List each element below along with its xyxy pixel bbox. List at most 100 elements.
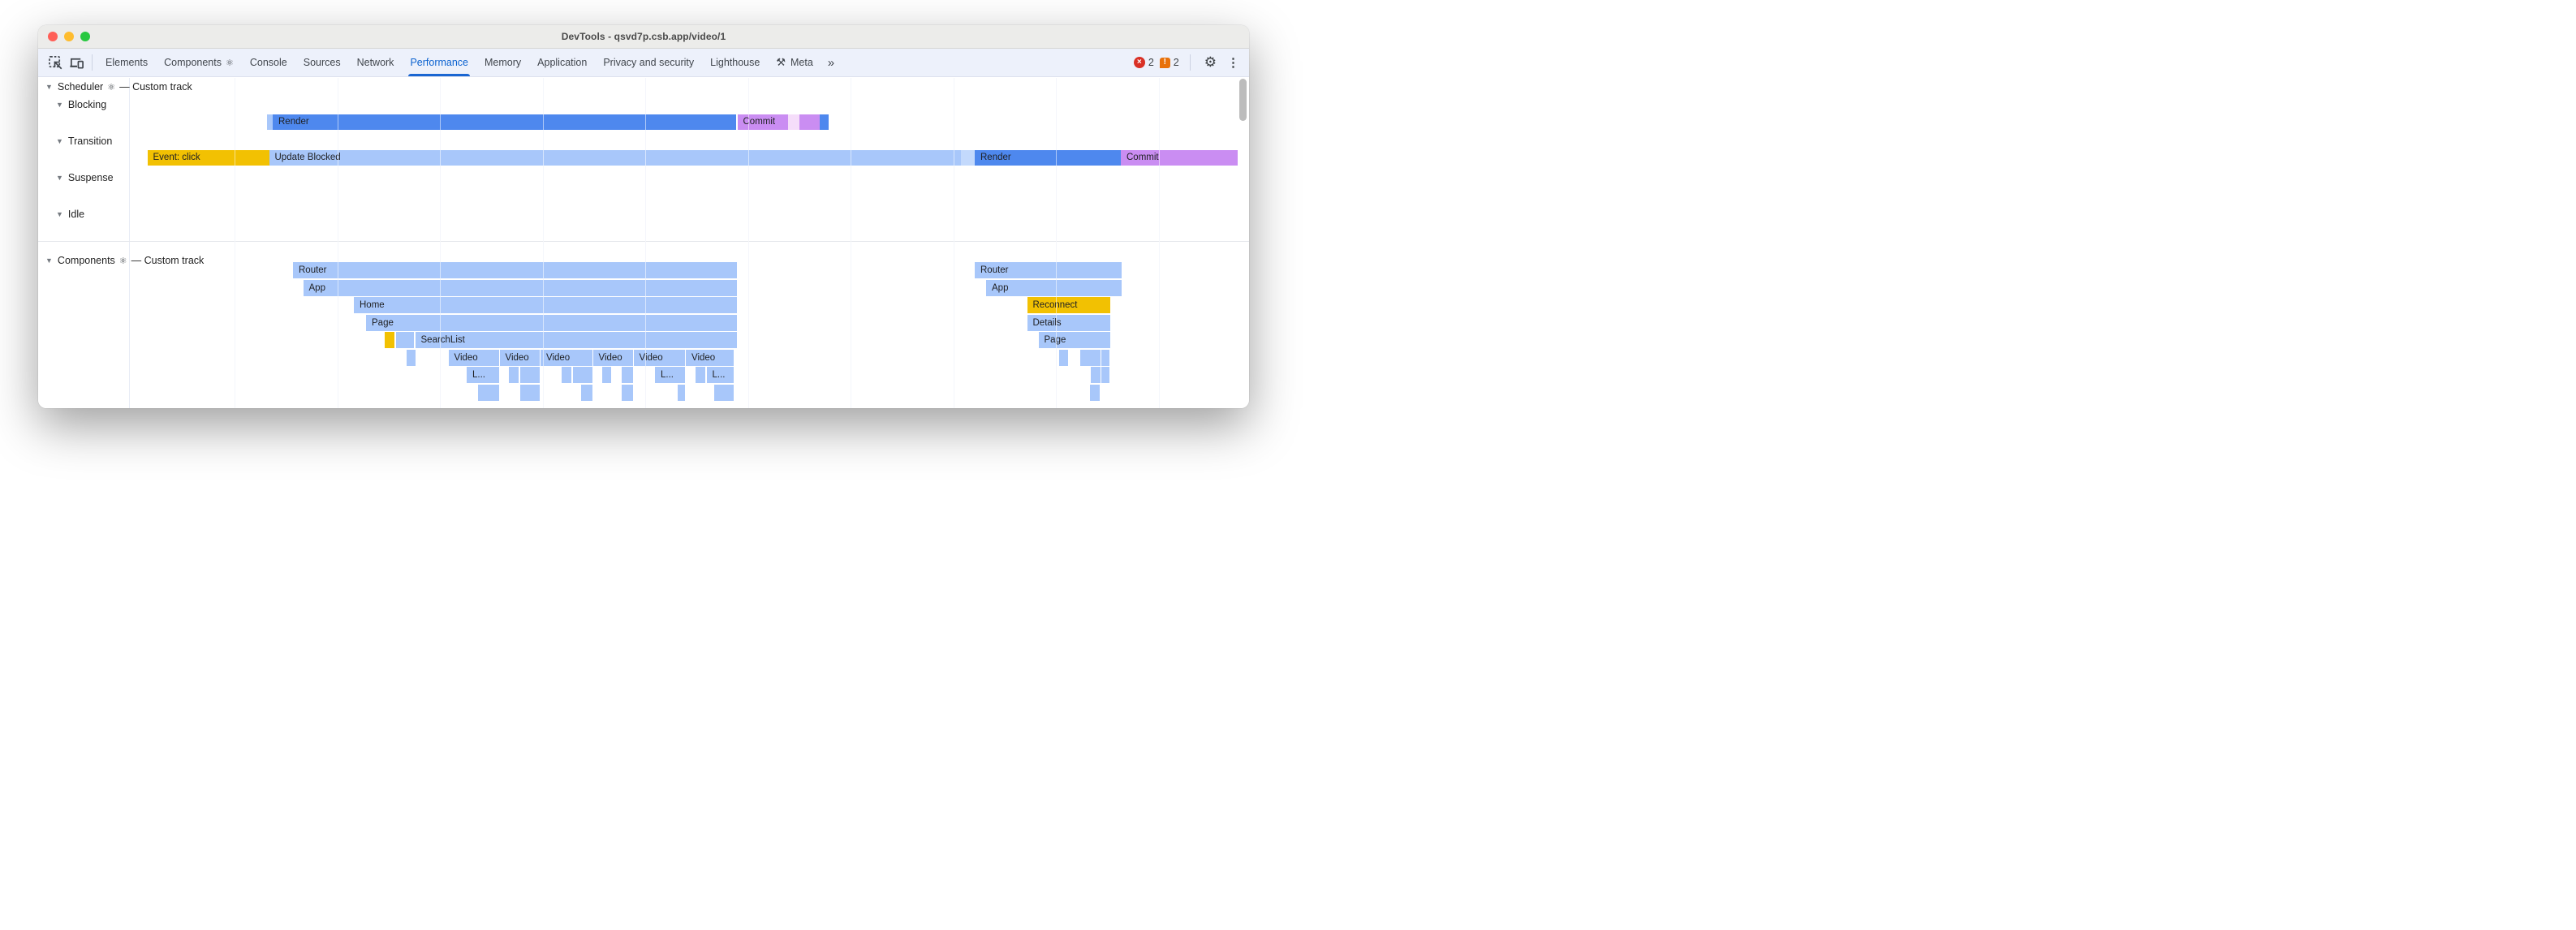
flame-bar[interactable] (1080, 349, 1101, 366)
scheduler-track-suffix: — Custom track (119, 81, 192, 93)
flame-bar-home[interactable]: Home (354, 297, 737, 313)
scheduler-track-title: Scheduler (57, 81, 104, 93)
flame-bar[interactable] (960, 150, 975, 166)
flame-bar-l[interactable]: L... (467, 367, 499, 383)
timeline-canvas[interactable]: ▼ Scheduler ⚛ — Custom track ▼ Blocking … (38, 78, 1249, 408)
tab-privacy-and-security[interactable]: Privacy and security (595, 49, 702, 76)
flame-bar[interactable] (508, 367, 519, 383)
collapse-triangle-icon[interactable]: ▼ (45, 83, 53, 91)
inspect-element-icon[interactable] (45, 52, 66, 73)
gridline-overlay (748, 78, 749, 408)
flame-bar-app[interactable]: App (303, 279, 737, 296)
close-window-button[interactable] (48, 32, 58, 41)
lane-transition[interactable]: ▼ Transition (56, 136, 112, 147)
tab-performance[interactable]: Performance (402, 49, 476, 76)
flame-bar[interactable] (395, 332, 414, 348)
flame-bar-page[interactable]: Page (1038, 332, 1110, 348)
toolbar-divider (92, 54, 93, 71)
track-separator (38, 241, 1249, 242)
collapse-triangle-icon[interactable]: ▼ (56, 210, 63, 218)
flame-bar[interactable] (1090, 384, 1100, 401)
flame-bar-video[interactable]: Video (499, 349, 540, 366)
flame-bar-video[interactable]: Video (686, 349, 734, 366)
flame-bar[interactable] (622, 367, 633, 383)
flame-bar[interactable] (519, 367, 540, 383)
flame-bar[interactable] (622, 384, 633, 401)
flame-bar-router[interactable]: Router (293, 262, 737, 278)
minimize-window-button[interactable] (64, 32, 74, 41)
flame-bar-l[interactable]: L... (706, 367, 734, 383)
flame-bar-page[interactable]: Page (366, 314, 737, 331)
flame-bar[interactable] (1101, 367, 1109, 383)
flame-bar-reconnect[interactable]: Reconnect (1027, 297, 1110, 313)
flame-bar[interactable] (696, 367, 705, 383)
tab-components[interactable]: Components ⚛ (156, 49, 242, 76)
flame-bar[interactable] (519, 384, 540, 401)
settings-gear-icon[interactable]: ⚙ (1204, 54, 1217, 70)
tab-sources[interactable]: Sources (295, 49, 349, 76)
flame-bar[interactable] (819, 114, 829, 130)
flame-bar[interactable] (266, 114, 273, 130)
vertical-scrollbar-thumb[interactable] (1239, 79, 1247, 121)
flame-bar[interactable] (1058, 349, 1068, 366)
flame-bar-details[interactable]: Details (1027, 314, 1110, 331)
zoom-window-button[interactable] (80, 32, 90, 41)
flame-bar-router[interactable]: Router (975, 262, 1122, 278)
flame-bar[interactable] (384, 332, 394, 348)
tab-console[interactable]: Console (242, 49, 295, 76)
tab-label: Components (164, 57, 222, 68)
flame-bar[interactable] (677, 384, 685, 401)
tab-memory[interactable]: Memory (476, 49, 529, 76)
flame-bar[interactable] (713, 384, 734, 401)
flame-bar-app[interactable]: App (986, 279, 1122, 296)
tab-lighthouse[interactable]: Lighthouse (702, 49, 768, 76)
flame-bar[interactable] (788, 114, 799, 130)
warning-badge[interactable]: ! 2 (1159, 57, 1179, 68)
flame-bar-render[interactable]: Render (273, 114, 736, 130)
device-toolbar-icon[interactable] (66, 52, 87, 73)
tab-network[interactable]: Network (349, 49, 403, 76)
devtools-window: DevTools - qsvd7p.csb.app/video/1 Elemen… (38, 25, 1249, 408)
flame-bar-searchlist[interactable]: SearchList (415, 332, 737, 348)
flame-bar-video[interactable]: Video (592, 349, 633, 366)
gridline-overlay (1056, 78, 1057, 408)
flame-bar-commit[interactable]: Commit (737, 114, 788, 130)
lane-idle[interactable]: ▼ Idle (56, 209, 84, 220)
flame-bar[interactable] (562, 367, 571, 383)
lane-blocking[interactable]: ▼ Blocking (56, 99, 106, 110)
tab-label: Network (356, 57, 394, 68)
flame-bar-video[interactable]: Video (633, 349, 685, 366)
flame-bar[interactable] (572, 367, 592, 383)
error-badge[interactable]: × 2 (1133, 57, 1154, 68)
components-track-header[interactable]: ▼ Components ⚛ — Custom track (45, 255, 204, 266)
flame-bar-commit[interactable]: Commit (1121, 150, 1238, 166)
flame-bar[interactable] (1101, 349, 1109, 366)
flame-bar[interactable] (581, 384, 592, 401)
scheduler-track-header[interactable]: ▼ Scheduler ⚛ — Custom track (45, 81, 192, 93)
more-tabs-icon[interactable]: » (827, 55, 834, 70)
title-bar: DevTools - qsvd7p.csb.app/video/1 (38, 25, 1249, 49)
collapse-triangle-icon[interactable]: ▼ (56, 137, 63, 145)
lane-label-text: Suspense (67, 172, 114, 183)
kebab-menu-icon[interactable]: ⋮ (1227, 56, 1239, 70)
flame-bar[interactable] (602, 367, 611, 383)
toolbar-right: × 2 ! 2 ⚙ ⋮ (1133, 54, 1244, 71)
flame-bar[interactable] (478, 384, 499, 401)
flame-bar-render[interactable]: Render (975, 150, 1121, 166)
flame-bar-event-click[interactable]: Event: click (147, 150, 269, 166)
flame-bar-update-blocked[interactable]: Update Blocked (269, 150, 961, 166)
flame-bar[interactable] (1091, 367, 1101, 383)
flame-bar[interactable] (799, 114, 820, 130)
flame-bar-l[interactable]: L... (655, 367, 685, 383)
tab-label: Privacy and security (603, 57, 695, 68)
lane-suspense[interactable]: ▼ Suspense (56, 172, 114, 183)
flame-bar-video[interactable]: Video (448, 349, 499, 366)
tab-application[interactable]: Application (529, 49, 595, 76)
collapse-triangle-icon[interactable]: ▼ (56, 101, 63, 109)
collapse-triangle-icon[interactable]: ▼ (45, 256, 53, 265)
tab-meta[interactable]: ⚒ Meta (768, 49, 821, 76)
flame-bar[interactable] (406, 349, 416, 366)
flame-bar-video[interactable]: Video (541, 349, 592, 366)
collapse-triangle-icon[interactable]: ▼ (56, 174, 63, 182)
tab-elements[interactable]: Elements (97, 49, 156, 76)
